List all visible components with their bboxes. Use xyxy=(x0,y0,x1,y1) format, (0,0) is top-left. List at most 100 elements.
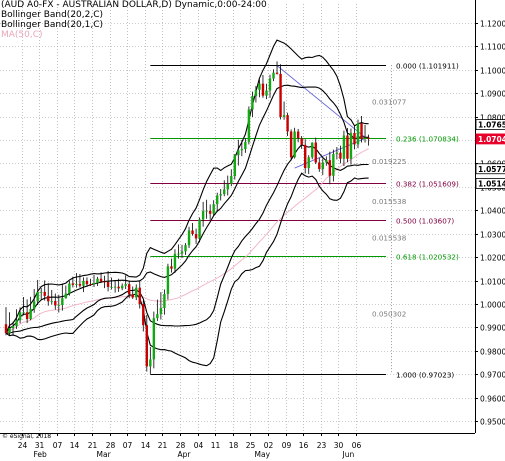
candle xyxy=(124,275,127,290)
candle-body-down xyxy=(54,301,57,306)
candle xyxy=(296,128,300,143)
candle xyxy=(85,277,89,287)
candle-body-down xyxy=(261,83,265,96)
price-tag xyxy=(475,119,505,131)
candle-body-up xyxy=(219,194,222,196)
candle-body-up xyxy=(187,230,191,246)
candle-body-up xyxy=(8,327,11,334)
candle-body-up xyxy=(152,318,156,360)
trendline-upper[interactable] xyxy=(276,65,367,139)
candle-body-up xyxy=(68,283,71,294)
candle-body-down xyxy=(99,278,103,282)
candle-body-up xyxy=(159,308,163,315)
bb-outer-upper xyxy=(5,39,369,334)
candle-body-up xyxy=(223,189,226,195)
x-month-label: Feb xyxy=(34,450,48,459)
x-tick-label: 23 xyxy=(317,441,327,450)
candle-body-up xyxy=(240,149,244,151)
candle xyxy=(261,75,265,98)
candle xyxy=(47,283,50,306)
candle-body-down xyxy=(106,282,110,287)
candle xyxy=(314,137,317,165)
candle-body-up xyxy=(15,320,18,327)
candle xyxy=(342,130,346,166)
candle-body-up xyxy=(149,359,152,367)
candle xyxy=(360,116,363,143)
candle xyxy=(293,127,296,159)
candle-body-up xyxy=(135,287,138,298)
x-tick-label: 04 xyxy=(194,441,204,450)
candle xyxy=(4,307,8,336)
candle xyxy=(142,300,145,332)
candle xyxy=(82,277,85,293)
candle xyxy=(332,149,335,182)
candle xyxy=(251,91,254,117)
candle-body-up xyxy=(282,115,286,117)
candle-body-down xyxy=(103,281,106,283)
bollinger-outer-label: Bollinger Band(20,2,C) xyxy=(1,10,104,20)
x-tick-label: 09 xyxy=(282,441,292,450)
candle-body-down xyxy=(286,115,289,132)
candle-body-down xyxy=(128,284,131,295)
candle xyxy=(219,188,222,201)
candle xyxy=(363,124,367,143)
candle xyxy=(300,135,303,149)
candle xyxy=(346,128,349,163)
fib-level-label: 0.500 (1.03607) xyxy=(396,217,454,226)
candle xyxy=(198,217,201,243)
candle xyxy=(247,106,251,145)
fib-level-label: 1.000 (0.97023) xyxy=(396,371,454,380)
candle-body-down xyxy=(142,304,145,326)
candle-body-down xyxy=(367,137,370,140)
candle-body-up xyxy=(272,72,275,79)
candle xyxy=(71,276,75,288)
candle-body-up xyxy=(201,210,205,220)
candle xyxy=(40,287,43,300)
x-tick-label: 25 xyxy=(246,441,256,450)
candle-body-down xyxy=(353,132,356,145)
fib-diff-label: 0.050302 xyxy=(372,309,406,318)
candle xyxy=(128,280,131,299)
candle-body-up xyxy=(356,123,360,145)
candle xyxy=(61,283,64,311)
fib-diff-label: 0.031077 xyxy=(372,97,406,106)
candle xyxy=(99,272,103,283)
candle xyxy=(191,222,194,236)
candle-body-up xyxy=(82,280,85,286)
candle-body-up xyxy=(110,286,113,288)
candle-body-down xyxy=(208,210,212,214)
candle xyxy=(353,126,356,150)
candle-body-up xyxy=(75,283,78,285)
candle-body-up xyxy=(258,83,261,90)
copyright-note: © eSignal, 2018 xyxy=(2,433,52,440)
candle-body-up xyxy=(342,135,346,159)
chart-title: (AUD A0-FX - AUSTRALIAN DOLLAR,D) Dynami… xyxy=(1,0,267,10)
candle xyxy=(177,244,180,259)
candle xyxy=(54,293,57,310)
candle xyxy=(106,271,110,292)
candle xyxy=(145,314,148,372)
candle-body-down xyxy=(145,325,148,367)
x-month-label: Mar xyxy=(97,450,112,459)
x-tick-label: 07 xyxy=(123,441,133,450)
candle-body-up xyxy=(156,314,159,319)
candle xyxy=(205,199,208,219)
candle xyxy=(223,180,226,197)
candle xyxy=(138,280,141,309)
x-tick-label: 02 xyxy=(264,441,274,450)
candle-body-down xyxy=(117,286,120,289)
candle-body-down xyxy=(275,72,279,74)
candle-body-up xyxy=(311,142,314,158)
candle xyxy=(43,280,46,301)
price-tag xyxy=(475,163,505,175)
candle xyxy=(328,151,332,185)
candle xyxy=(163,289,166,315)
candle-body-up xyxy=(237,150,240,156)
last-price-tag xyxy=(475,133,505,145)
candle-body-down xyxy=(318,162,321,170)
candle-body-up xyxy=(335,152,339,155)
